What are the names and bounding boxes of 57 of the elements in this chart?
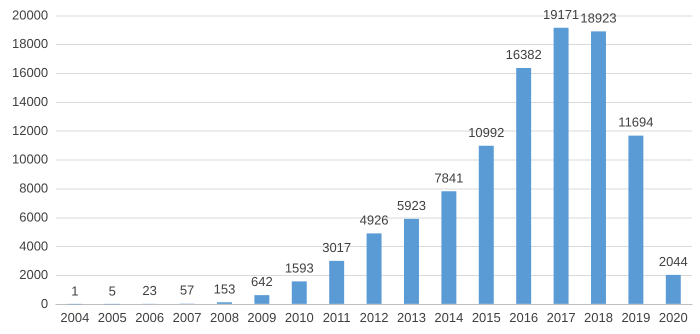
x-tick-label: 2018: [584, 310, 613, 325]
x-tick-label: 2009: [247, 310, 276, 325]
x-tick-label: 2010: [284, 310, 314, 325]
data-label: 18923: [580, 10, 617, 26]
x-tick-label: 2007: [172, 310, 202, 325]
data-label: 4926: [360, 212, 389, 228]
x-tick-label: 2012: [360, 310, 389, 325]
x-tick-label: 2014: [434, 310, 464, 325]
x-tick-label: 2005: [98, 310, 127, 325]
bar: [516, 68, 532, 304]
data-label: 11694: [618, 114, 654, 130]
y-tick-label: 10000: [12, 152, 48, 167]
y-tick-label: 6000: [19, 209, 48, 224]
x-tick-label: 2008: [210, 310, 239, 325]
x-tick-label: 2013: [397, 310, 426, 325]
x-tick-label: 2016: [509, 310, 538, 325]
bar: [591, 31, 606, 304]
bar: [254, 295, 270, 304]
x-tick-label: 2011: [322, 310, 351, 325]
y-tick-label: 12000: [12, 122, 48, 138]
data-label: 2044: [658, 254, 688, 269]
x-tick-label: 2020: [658, 310, 688, 325]
data-label: 19171: [543, 6, 580, 22]
data-label: 57: [180, 282, 194, 298]
bar: [478, 146, 494, 304]
x-tick-label: 2019: [621, 310, 650, 325]
x-tick-label: 2006: [135, 310, 164, 325]
data-label: 23: [142, 283, 157, 298]
data-label: 3017: [322, 240, 352, 255]
data-label: 16382: [506, 47, 542, 62]
bar: [292, 281, 307, 304]
y-tick-label: 20000: [12, 7, 48, 22]
data-label: 5923: [397, 198, 426, 214]
y-tick-label: 4000: [19, 238, 48, 254]
data-label: 1593: [284, 260, 314, 276]
bar: [329, 260, 344, 304]
data-label: 10992: [468, 124, 504, 140]
data-label: 153: [214, 281, 236, 296]
data-label: 7841: [434, 170, 464, 186]
data-label: 642: [251, 274, 273, 290]
bar: [666, 274, 681, 304]
bar: [404, 218, 419, 304]
x-tick-label: 2015: [472, 310, 501, 325]
bar: [628, 136, 644, 304]
bar: [554, 28, 569, 304]
data-label: 1: [71, 283, 78, 298]
y-tick-label: 16000: [12, 65, 48, 80]
y-tick-label: 14000: [12, 94, 48, 109]
x-tick-label: 2004: [60, 310, 90, 325]
y-tick-label: 0: [40, 296, 48, 311]
data-label: 5: [108, 283, 116, 298]
bar: [441, 191, 456, 304]
bar: [366, 233, 382, 304]
y-tick-label: 2000: [19, 267, 48, 282]
x-tick-label: 2017: [546, 310, 576, 325]
y-tick-label: 8000: [19, 180, 48, 196]
y-tick-label: 18000: [12, 36, 48, 52]
